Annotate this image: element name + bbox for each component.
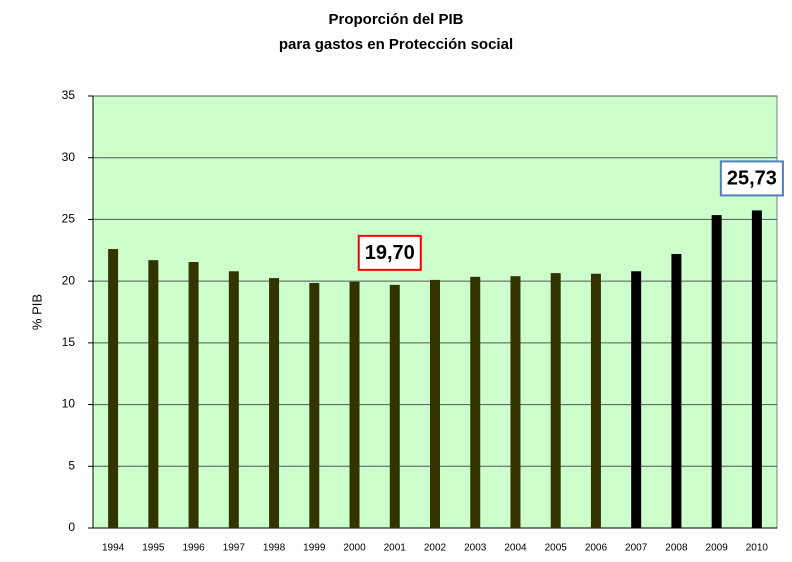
y-axis-label: % PIB <box>29 294 44 330</box>
bar <box>751 210 762 529</box>
x-tick-label: 1999 <box>303 543 326 554</box>
x-tick-label: 2007 <box>625 543 648 554</box>
bar <box>470 276 481 528</box>
x-tick-label: 2006 <box>585 543 608 554</box>
x-tick-label: 1998 <box>263 543 286 554</box>
y-tick-label: 15 <box>62 335 76 349</box>
y-tick-label: 30 <box>62 150 76 164</box>
bar <box>349 281 360 528</box>
bar <box>550 273 561 528</box>
x-tick-label: 2008 <box>665 543 688 554</box>
bar <box>108 249 119 528</box>
bar <box>309 282 320 528</box>
y-tick-label: 0 <box>68 520 75 534</box>
value-label: 25,73 <box>727 168 777 190</box>
bar <box>148 260 159 528</box>
bar <box>671 253 682 528</box>
y-tick-label: 10 <box>62 397 76 411</box>
x-tick-label: 2009 <box>706 543 729 554</box>
x-tick-label: 2003 <box>464 543 487 554</box>
bar <box>389 284 400 528</box>
bar <box>590 273 601 528</box>
bar <box>430 279 440 528</box>
x-tick-label: 1997 <box>223 543 246 554</box>
bar <box>228 271 239 528</box>
bar <box>711 215 722 528</box>
bar <box>188 262 199 528</box>
bar <box>510 276 521 528</box>
x-tick-label: 1995 <box>142 543 165 554</box>
value-label-box <box>357 234 422 271</box>
x-tick-label: 1996 <box>182 543 205 554</box>
x-tick-label: 2010 <box>746 543 769 554</box>
x-tick-label: 2004 <box>504 543 527 554</box>
y-tick-label: 20 <box>62 273 76 287</box>
chart-title: para gastos en Protección social <box>279 36 513 53</box>
x-tick-label: 2002 <box>424 543 447 554</box>
x-tick-label: 2005 <box>545 543 568 554</box>
y-tick-label: 35 <box>62 88 76 102</box>
y-tick-label: 5 <box>68 458 75 472</box>
x-tick-label: 2001 <box>384 543 407 554</box>
bar <box>631 271 642 528</box>
chart-title: Proporción del PIB <box>328 11 463 28</box>
bar <box>269 278 280 528</box>
x-tick-label: 1994 <box>102 543 125 554</box>
x-tick-label: 2000 <box>343 543 366 554</box>
value-label: 19,70 <box>365 242 415 264</box>
y-tick-label: 25 <box>62 212 76 226</box>
value-label-box <box>719 160 784 197</box>
